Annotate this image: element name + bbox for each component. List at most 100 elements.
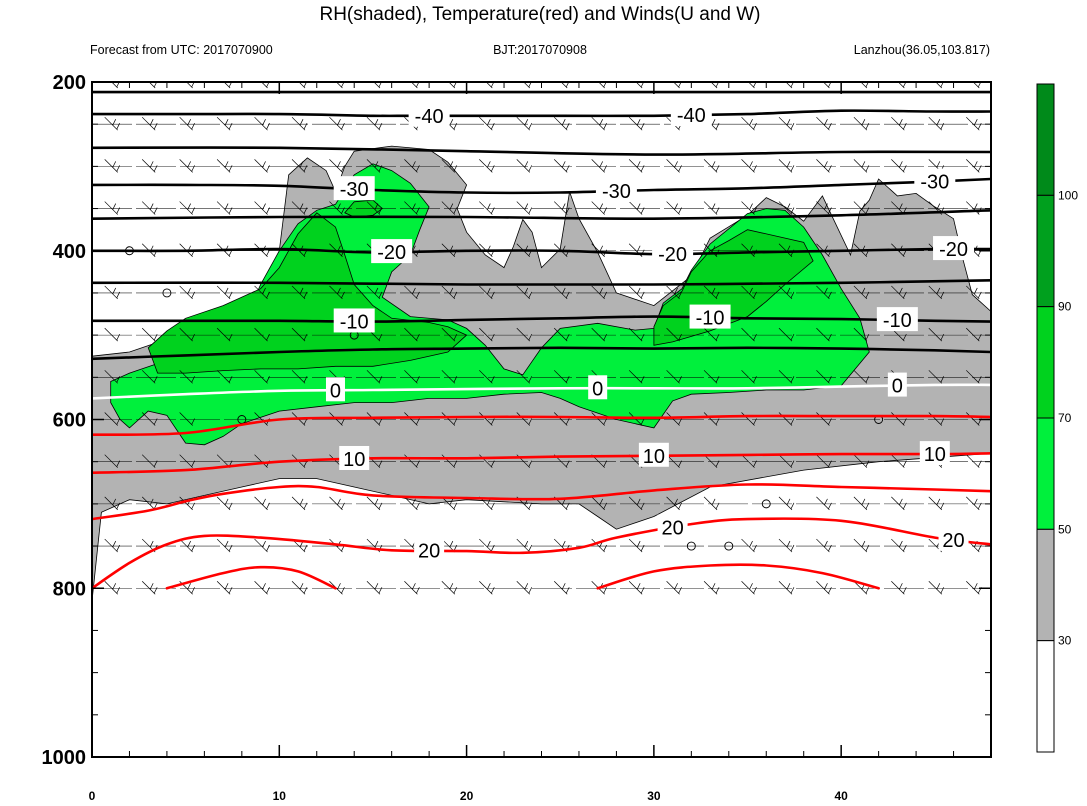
wind-barb [179, 116, 193, 131]
wind-barb-flag [412, 203, 416, 210]
wind-barb-flag [828, 291, 832, 299]
y-tick-label: 800 [53, 578, 86, 600]
wind-barb [141, 370, 156, 384]
wind-barb-flag [899, 287, 903, 295]
wind-barb-flag [711, 245, 716, 252]
wind-barb-flag [603, 165, 608, 172]
wind-barb-flag [561, 540, 566, 548]
wind-barb-flag [940, 587, 945, 594]
wind-barb-flag [224, 287, 229, 295]
wind-barb-flag [224, 540, 229, 548]
wind-barb-flag [528, 544, 533, 552]
wind-barb [778, 285, 793, 300]
colorbar-label: 30 [1058, 634, 1072, 648]
wind-barb-flag [153, 418, 158, 425]
wind-barb [141, 412, 156, 426]
wind-barb-flag [940, 291, 945, 299]
wind-barb-flag [636, 540, 641, 548]
contour-label: 0 [892, 376, 903, 398]
wind-barb-flag [378, 207, 383, 214]
wind-barb-flag [299, 287, 304, 295]
wind-barb-flag [374, 583, 379, 590]
contour-label-box [652, 240, 694, 265]
wind-barb-flag [753, 376, 757, 383]
wind-barb-flag [749, 540, 753, 548]
wind-barb-flag [828, 207, 832, 214]
wind-barb-flag [565, 502, 570, 510]
wind-barb-flag [977, 82, 982, 88]
wind-barb-flag [191, 418, 195, 425]
wind-barb [516, 412, 531, 426]
wind-barb-flag [640, 123, 645, 130]
wind-barb [853, 370, 868, 384]
wind-barb [254, 201, 268, 215]
wind-barb-flag [973, 161, 978, 168]
wind-barb-flag [303, 123, 308, 130]
wind-barb [104, 538, 118, 553]
wind-barb-flag [711, 287, 716, 295]
wind-barb-flag [116, 123, 121, 130]
wind-barb [591, 496, 605, 511]
wind-barb [485, 82, 493, 89]
wind-barb-flag [678, 333, 682, 341]
wind-barb [404, 370, 418, 384]
wind-barb [216, 285, 231, 300]
wind-barb-flag [266, 123, 270, 130]
wind-barb-flag [266, 82, 270, 88]
wind-barb [329, 496, 343, 511]
wind-barb [141, 116, 156, 131]
wind-barb-flag [786, 119, 791, 126]
wind-barb-flag [599, 287, 604, 295]
wind-barb-flag [565, 82, 570, 88]
contour-label-box [670, 102, 712, 127]
wind-barb [816, 581, 830, 595]
wind-barb-flag [303, 333, 308, 341]
wind-barb-flag [116, 460, 121, 467]
temperature-contour--20 [92, 209, 991, 221]
wind-barb-flag [486, 119, 491, 126]
wind-barb-flag [112, 540, 117, 548]
wind-barb-flag [753, 333, 757, 341]
wind-barb-flag [903, 460, 907, 467]
wind-barb [329, 159, 343, 173]
contour-label-box [887, 372, 907, 397]
wind-barb-flag [599, 119, 604, 126]
wind-barb [479, 201, 493, 215]
wind-barb [104, 496, 118, 511]
wind-barb [404, 581, 418, 595]
wind-barb [254, 496, 268, 511]
wind-barb-flag [674, 583, 678, 590]
wind-barb-flag [711, 583, 716, 590]
wind-barb-flag [711, 119, 716, 126]
wind-barb-flag [149, 540, 154, 548]
wind-barb-flag [374, 119, 379, 126]
wind-barb [329, 201, 343, 215]
wind-barb-flag [153, 376, 158, 383]
wind-barb-flag [187, 287, 191, 295]
wind-barb [778, 454, 793, 468]
wind-barb-flag [977, 291, 982, 299]
wind-barb-flag [453, 333, 458, 341]
wind-barb-flag [678, 165, 682, 172]
wind-barb-flag [449, 498, 454, 506]
wind-barb-flag [977, 165, 982, 172]
wind-barb-flag [112, 203, 117, 210]
wind-barb-flag [865, 82, 869, 88]
wind-barb [553, 201, 568, 215]
y-tick-label: 400 [53, 241, 86, 263]
wind-barb [441, 285, 456, 300]
wind-barb-flag [191, 587, 195, 594]
wind-barb-flag [599, 203, 604, 210]
wind-barb-flag [266, 376, 270, 383]
wind-barb-flag [378, 418, 383, 425]
wind-barb-flag [640, 291, 645, 299]
wind-barb-flag [378, 333, 383, 341]
wind-barb [853, 116, 868, 131]
wind-barb-flag [678, 418, 682, 425]
wind-barb-flag [599, 245, 604, 252]
wind-barb-flag [903, 123, 907, 130]
contour-label-box [408, 102, 450, 127]
wind-barb [441, 159, 456, 173]
wind-barb [479, 581, 493, 595]
